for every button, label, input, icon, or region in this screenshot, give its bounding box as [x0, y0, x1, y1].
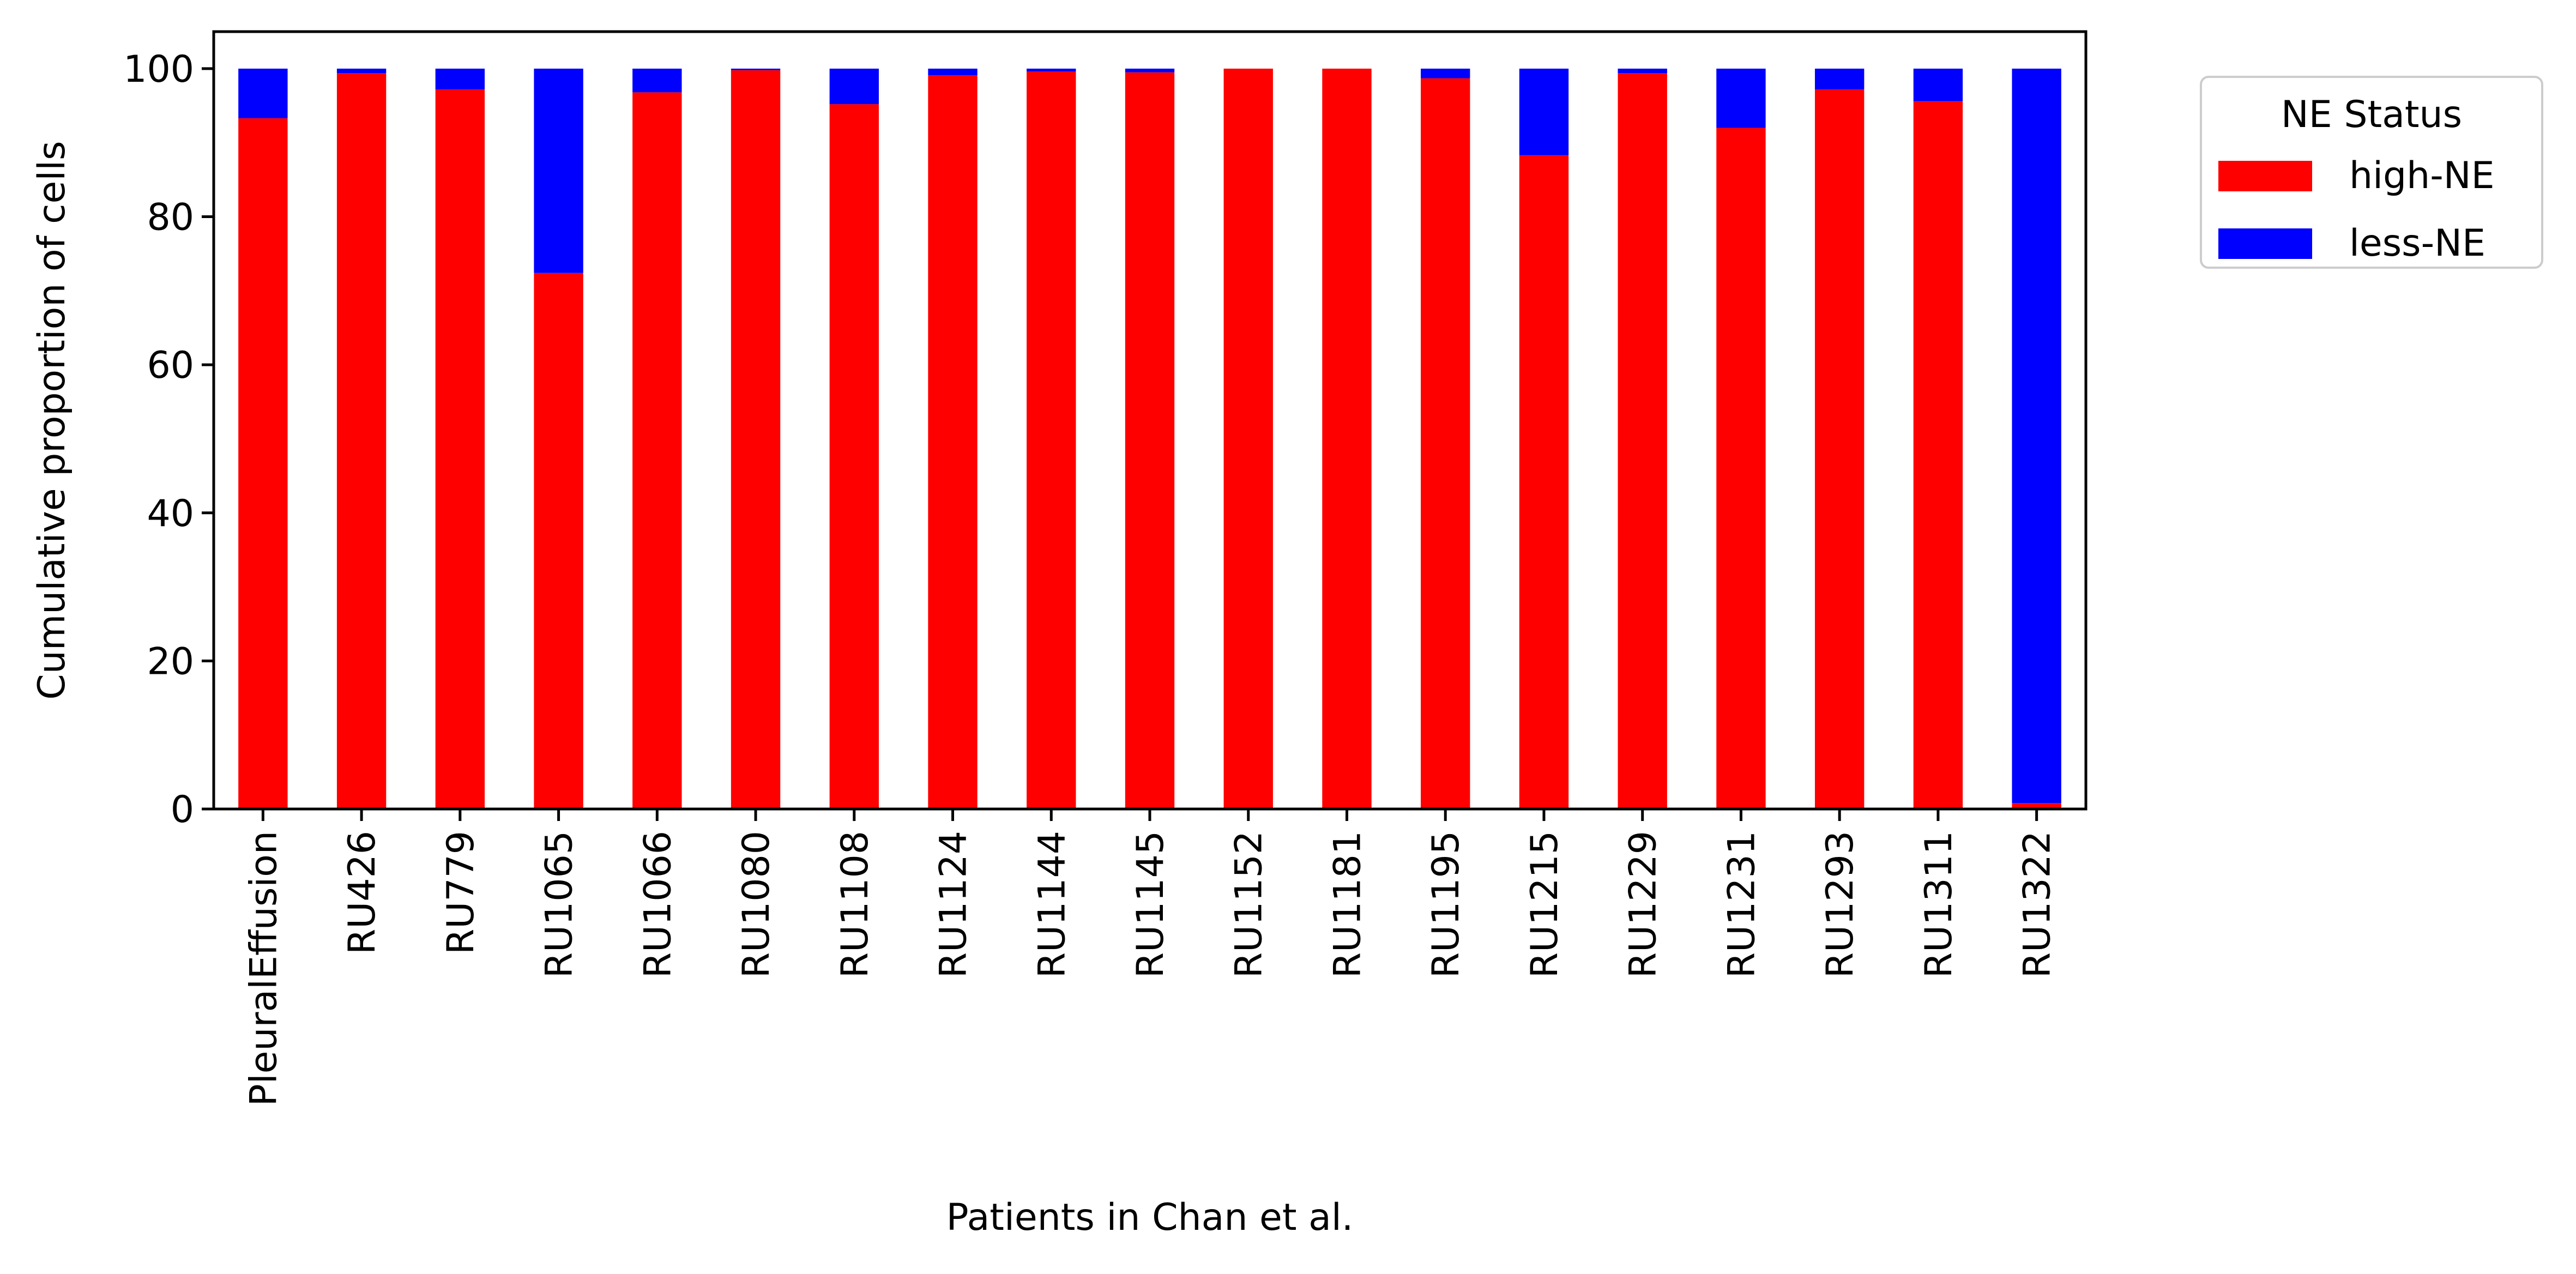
bar-less-NE-RU1231 [1716, 68, 1766, 128]
bar-high-NE-RU1311 [1913, 101, 1963, 810]
legend: NE Status high-NE less-NE [2200, 76, 2543, 269]
bar-less-NE-RU1144 [1027, 68, 1076, 72]
bar-high-NE-RU1080 [731, 70, 781, 809]
bars-layer [238, 68, 2061, 810]
legend-swatch-less-NE [2218, 228, 2312, 259]
legend-label-high-NE: high-NE [2349, 154, 2495, 197]
bar-high-NE-PleuralEffusion [238, 118, 288, 810]
y-tick-label: 0 [171, 788, 194, 831]
bar-less-NE-RU1145 [1125, 68, 1175, 73]
bar-high-NE-RU1293 [1814, 89, 1865, 810]
bar-less-NE-RU1108 [829, 68, 879, 105]
bar-high-NE-RU1231 [1716, 128, 1766, 810]
bar-high-NE-RU426 [336, 73, 387, 809]
legend-swatch-high-NE [2218, 161, 2312, 191]
x-tick-label: RU1195 [1425, 831, 1468, 978]
x-tick-label: RU1066 [636, 831, 679, 978]
x-tick-label: RU1124 [932, 831, 975, 978]
bar-less-NE-RU1322 [2012, 68, 2061, 804]
legend-title: NE Status [2281, 93, 2462, 136]
x-tick-label: RU1080 [735, 831, 778, 978]
bar-high-NE-RU1108 [829, 104, 879, 809]
legend-label-less-NE: less-NE [2349, 222, 2485, 265]
bar-less-NE-RU1195 [1421, 68, 1470, 79]
bar-high-NE-RU1322 [2012, 803, 2061, 809]
x-tick-label: RU1293 [1819, 831, 1862, 978]
y-axis: 0 20 40 60 80 100 [123, 48, 214, 831]
x-tick-label: RU1229 [1622, 831, 1665, 978]
bar-high-NE-RU1065 [534, 273, 583, 810]
x-tick-label: RU1231 [1720, 831, 1763, 978]
bar-high-NE-RU779 [435, 89, 485, 810]
bar-high-NE-RU1144 [1027, 71, 1076, 809]
x-tick-label: RU1311 [1917, 831, 1960, 978]
y-tick-label: 40 [147, 492, 194, 535]
y-tick-label: 80 [147, 196, 194, 239]
bar-less-NE-PleuralEffusion [238, 68, 288, 118]
bar-less-NE-RU1215 [1519, 68, 1569, 155]
x-tick-label: RU1152 [1228, 831, 1271, 978]
bar-less-NE-RU426 [336, 68, 387, 74]
bar-less-NE-RU1311 [1913, 68, 1963, 101]
legend-items: high-NE less-NE [2218, 154, 2495, 265]
y-tick-label: 100 [123, 48, 194, 91]
bar-high-NE-RU1181 [1322, 68, 1372, 809]
bar-high-NE-RU1195 [1421, 78, 1470, 809]
x-tick-label: RU1322 [2016, 831, 2059, 978]
bar-less-NE-RU1293 [1814, 68, 1865, 89]
x-tick-label: RU1145 [1129, 831, 1172, 978]
bar-less-NE-RU1065 [534, 68, 583, 273]
bar-high-NE-RU1145 [1125, 72, 1175, 810]
bar-high-NE-RU1229 [1618, 73, 1667, 809]
x-tick-label: RU1215 [1523, 831, 1566, 978]
bar-high-NE-RU1066 [632, 92, 682, 810]
y-tick-label: 20 [147, 640, 194, 683]
x-tick-label: PleuralEffusion [242, 831, 285, 1106]
x-tick-label: RU1065 [538, 831, 581, 978]
x-tick-label: RU426 [341, 831, 384, 955]
bar-less-NE-RU1124 [928, 68, 978, 76]
bar-less-NE-RU1066 [632, 68, 682, 93]
x-tick-label: RU779 [439, 831, 482, 955]
x-axis-title: Patients in Chan et al. [946, 1196, 1354, 1239]
bar-high-NE-RU1124 [928, 75, 978, 809]
x-tick-label: RU1144 [1030, 831, 1073, 978]
x-tick-label: RU1181 [1326, 831, 1369, 978]
x-tick-label: RU1108 [834, 831, 877, 978]
bar-less-NE-RU779 [435, 68, 485, 89]
bar-less-NE-RU1229 [1618, 68, 1667, 74]
y-axis-title: Cumulative proportion of cells [31, 141, 74, 699]
y-tick-label: 60 [147, 344, 194, 387]
bar-high-NE-RU1215 [1519, 155, 1569, 810]
legend-box [2200, 76, 2543, 269]
bar-less-NE-RU1080 [731, 68, 781, 70]
bar-high-NE-RU1152 [1223, 68, 1273, 809]
x-axis: PleuralEffusion RU426 RU779 RU1065 RU1066 RU1… [242, 809, 2059, 1106]
